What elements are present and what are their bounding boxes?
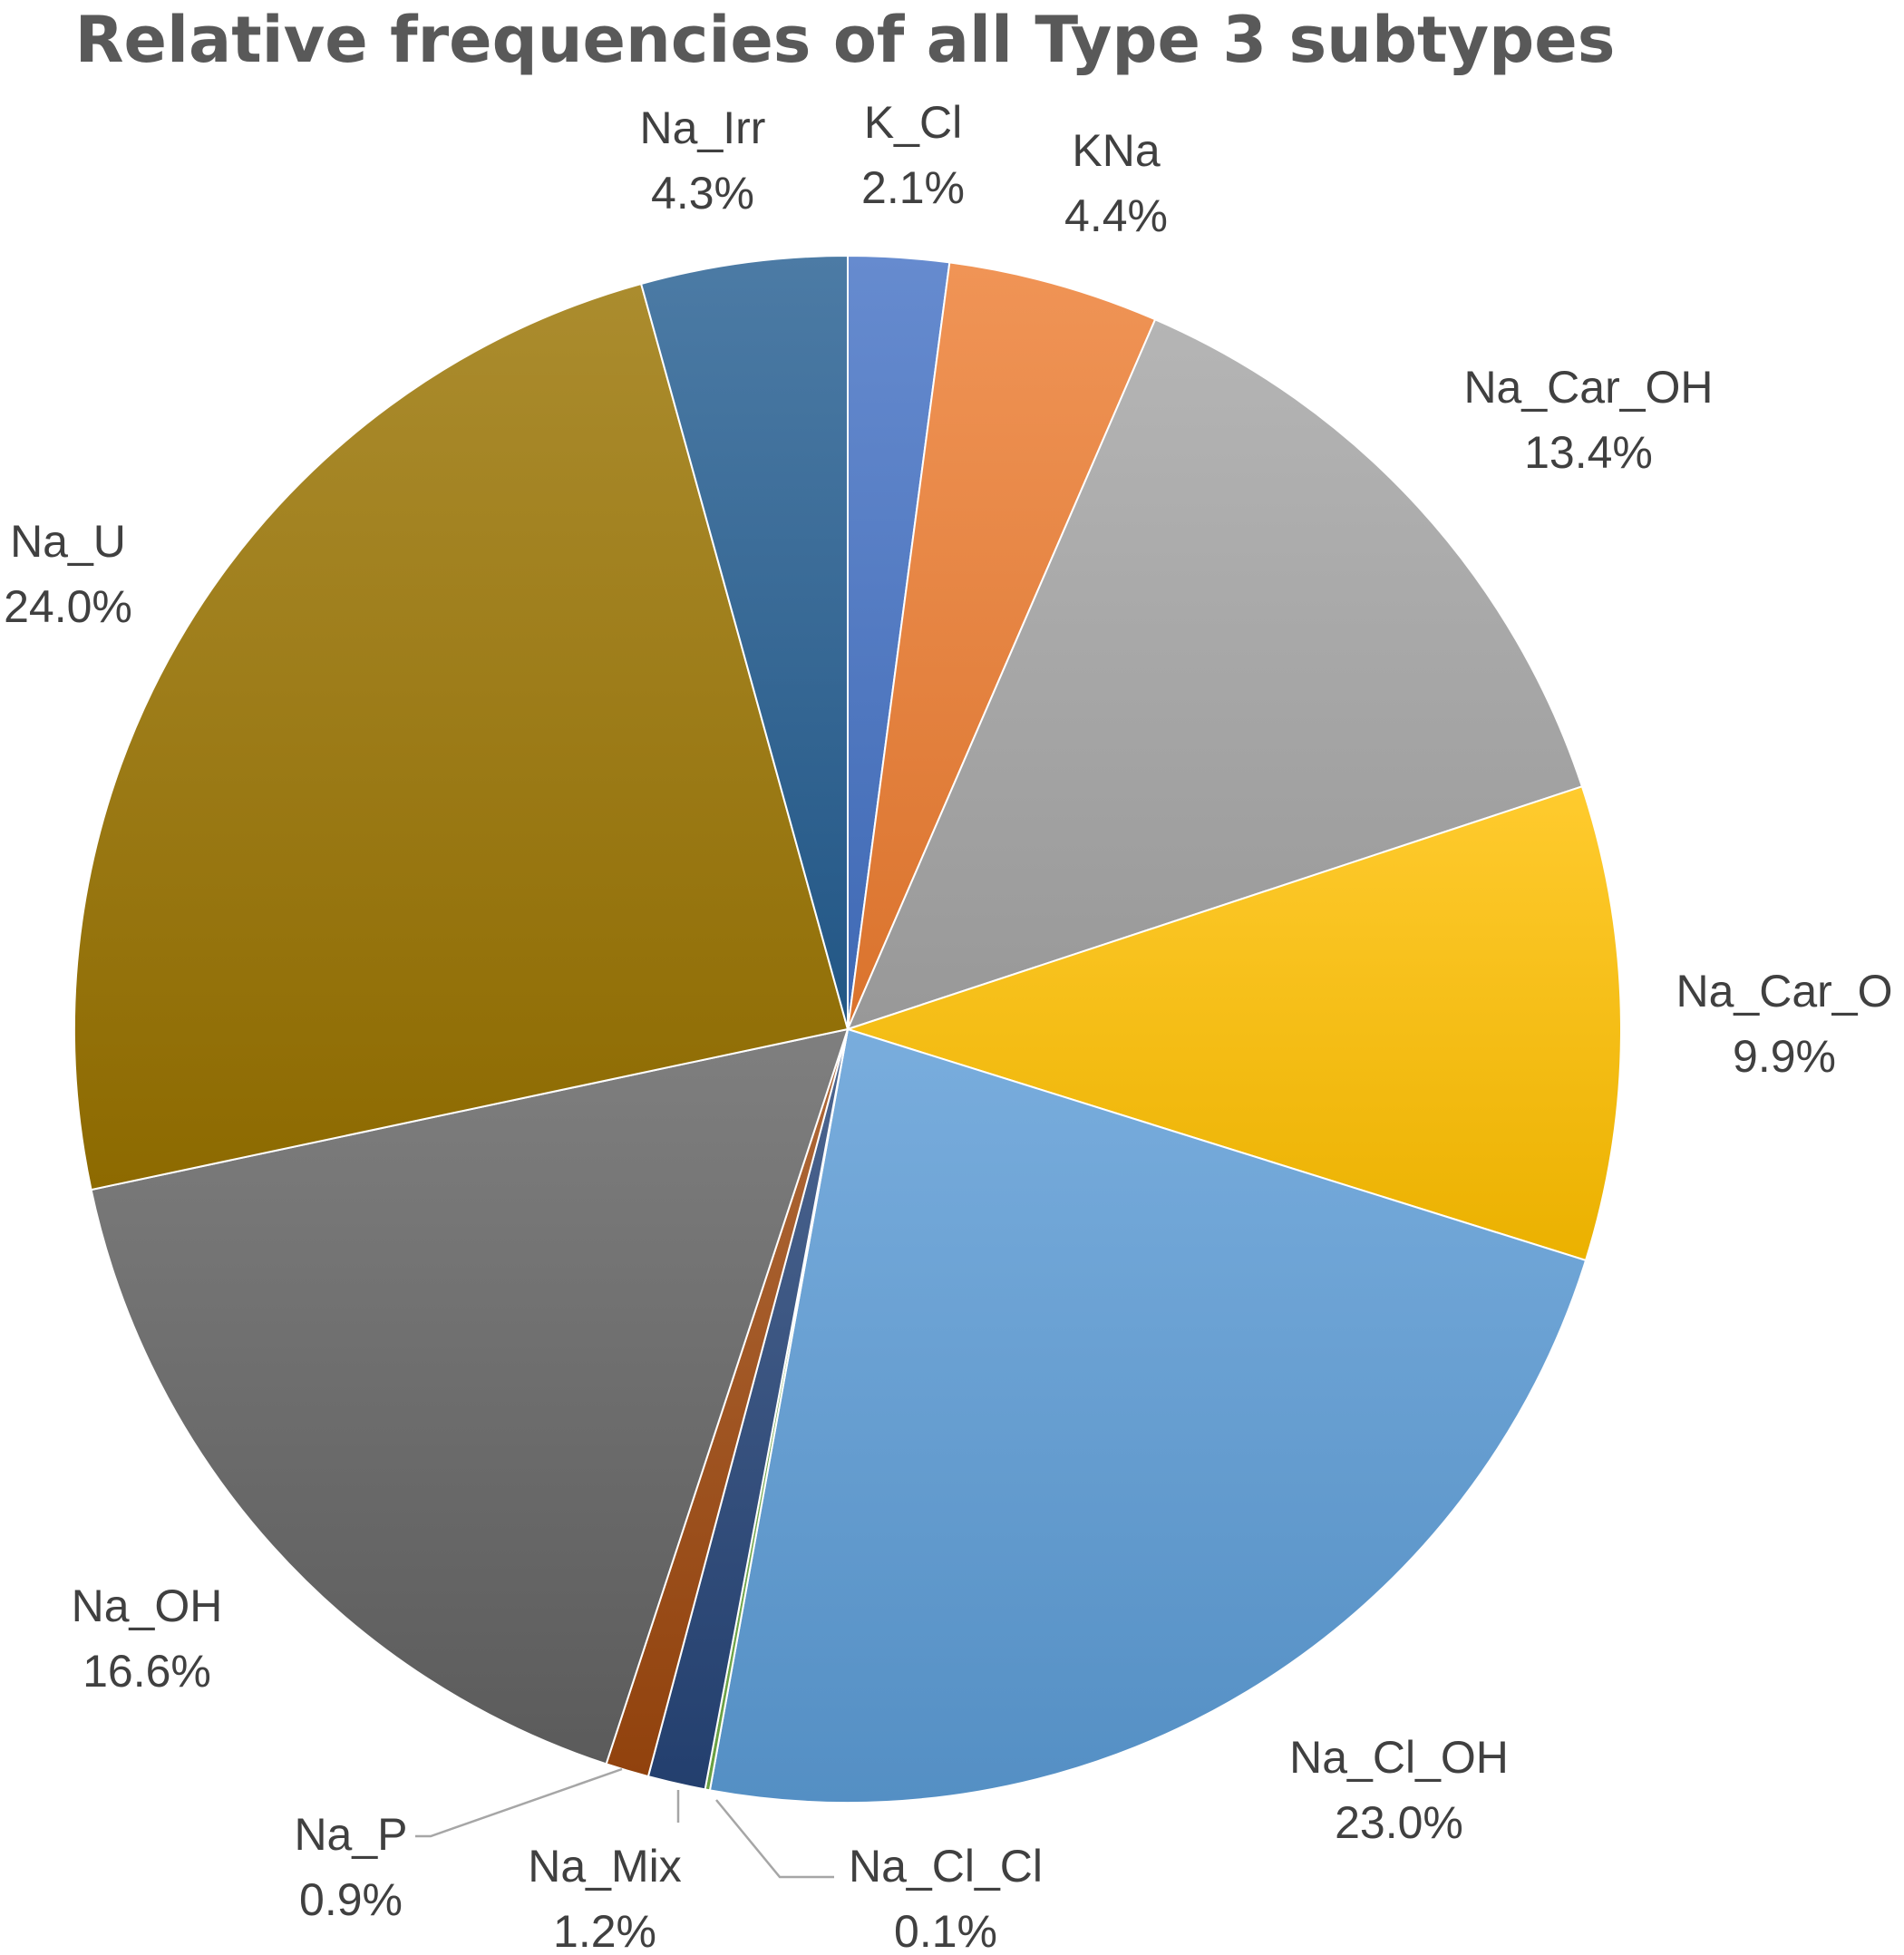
data-label-percent: 4.3% [651,168,754,219]
pie-slice-kna [847,261,1157,1030]
data-label-name: Na_Cl_Cl [849,1841,1043,1892]
data-label-name: K_Cl [864,97,962,148]
slices-group [73,254,1622,1804]
data-label-na-u: Na_U 24.0% [4,516,132,632]
data-label-percent: 0.1% [894,1906,997,1955]
leader-line-na-cl-cl [715,1799,834,1879]
leader-lines [415,1767,834,1879]
data-label-na-p: Na_P 0.9% [294,1809,407,1925]
data-label-name: Na_Irr [640,102,766,153]
data-label-percent: 1.2% [553,1906,656,1955]
data-label-percent: 13.4% [1524,427,1653,478]
data-label-na-oh: Na_OH 16.6% [72,1581,223,1697]
data-label-name: Na_Car_OH [1463,362,1713,413]
leader-line-na-p [415,1767,623,1838]
data-label-k-cl: K_Cl 2.1% [861,97,965,213]
pie-slice-na-u [73,282,850,1191]
data-label-percent: 2.1% [861,162,965,213]
pie-slice-na-car-oh [846,317,1584,1031]
data-label-name: KNa [1072,125,1160,176]
pie-slice-na-irr [639,254,849,1030]
data-label-name: Na_U [10,516,126,567]
data-label-name: Na_Cl_OH [1289,1732,1509,1783]
data-label-na-car-oh: Na_Car_OH 13.4% [1463,362,1713,478]
data-label-percent: 16.6% [83,1646,211,1697]
chart-title: Relative frequencies of all Type 3 subty… [75,3,1616,77]
data-label-na-cl-cl: Na_Cl_Cl 0.1% [849,1841,1043,1955]
slice-labels: K_Cl 2.1% KNa 4.4% Na_Car_OH 13.4% Na_Car_O 9.9… [4,97,1892,1955]
data-label-percent: 23.0% [1335,1797,1463,1848]
data-label-name: Na_Car_O [1676,966,1893,1016]
data-label-name: Na_Mix [528,1841,681,1892]
data-label-percent: 9.9% [1733,1031,1836,1082]
pie-slice-na-car-o [844,785,1622,1262]
data-label-na-cl-oh: Na_Cl_OH 23.0% [1289,1732,1509,1848]
data-label-percent: 0.9% [299,1874,403,1925]
data-label-kna: KNa 4.4% [1064,125,1168,241]
pie-slice-na-cl-oh [708,1027,1588,1804]
data-label-name: Na_P [294,1809,407,1860]
data-label-na-mix: Na_Mix 1.2% [528,1841,681,1955]
data-label-name: Na_OH [72,1581,223,1631]
data-label-percent: 4.4% [1064,190,1168,241]
data-label-na-irr: Na_Irr 4.3% [640,102,766,219]
pie-slice-na-oh [90,1027,850,1765]
data-label-na-car-o: Na_Car_O 9.9% [1676,966,1893,1082]
data-label-percent: 24.0% [4,581,132,632]
